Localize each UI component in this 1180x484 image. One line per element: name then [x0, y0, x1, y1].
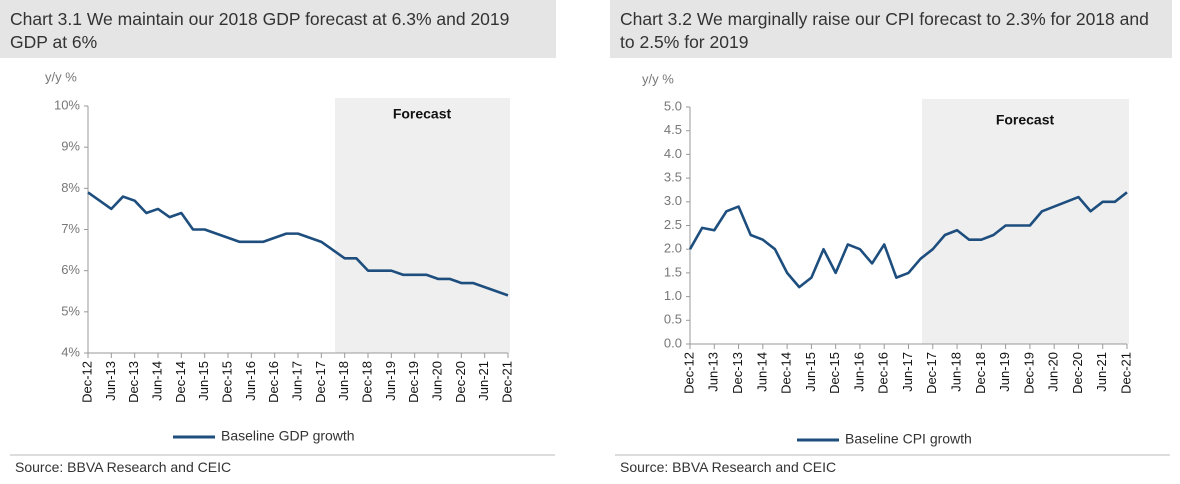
x-tick-label: Jun-13 [706, 352, 721, 392]
data-line [87, 191, 509, 297]
x-tick-label: Dec-19 [1021, 352, 1036, 394]
x-tick-label: Jun-21 [476, 361, 491, 401]
forecast-label: Forecast [393, 106, 452, 122]
y-tick-label: 0.0 [664, 335, 682, 350]
y-tick-label: 7% [61, 221, 80, 236]
x-tick-label: Jun-17 [289, 361, 304, 401]
x-tick-label: Jun-14 [754, 352, 769, 392]
source: Source: BBVA Research and CEIC [620, 459, 837, 475]
x-tick-label: Dec-13 [730, 352, 745, 394]
x-tick-label: Jun-20 [429, 361, 444, 401]
x-tick-label: Jun-16 [243, 361, 258, 401]
x-tick-label: Dec-14 [779, 352, 794, 394]
x-tick-label: Jun-19 [383, 361, 398, 401]
x-tick-label: Jun-18 [948, 352, 963, 392]
y-tick-label: 9% [61, 139, 80, 154]
x-tick-label: Dec-14 [173, 361, 188, 403]
x-tick-label: Dec-17 [924, 352, 939, 394]
y-axis-label: y/y % [642, 71, 674, 86]
x-tick-label: Jun-13 [103, 361, 118, 401]
x-tick-label: Dec-15 [827, 352, 842, 394]
x-tick-label: Jun-14 [149, 361, 164, 401]
x-tick-label: Jun-15 [803, 352, 818, 392]
x-tick-label: Dec-16 [266, 361, 281, 403]
x-tick-label: Dec-17 [313, 361, 328, 403]
x-tick-label: Jun-18 [336, 361, 351, 401]
y-tick-label: 3.5 [664, 170, 682, 185]
x-tick-label: Dec-15 [219, 361, 234, 403]
x-tick-label: Jun-16 [851, 352, 866, 392]
x-tick-label: Dec-21 [1118, 352, 1133, 394]
x-tick-label: Dec-16 [876, 352, 891, 394]
y-tick-label: 1.5 [664, 264, 682, 279]
y-tick-label: 2.5 [664, 217, 682, 232]
y-tick-label: 6% [61, 262, 80, 277]
y-axis-label: y/y % [45, 69, 77, 84]
x-tick-label: Jun-15 [196, 361, 211, 401]
x-tick-label: Dec-21 [499, 361, 514, 403]
data-line [688, 191, 1128, 289]
y-tick-label: 10% [54, 97, 80, 112]
y-tick-label: 1.0 [664, 288, 682, 303]
y-tick-label: 4.5 [664, 122, 682, 137]
y-tick-label: 0.5 [664, 312, 682, 327]
y-tick-label: 3.0 [664, 193, 682, 208]
y-tick-label: 8% [61, 180, 80, 195]
x-tick-label: Dec-20 [1070, 352, 1085, 394]
forecast-shade [922, 99, 1129, 344]
source: Source: BBVA Research and CEIC [15, 459, 232, 475]
chart-title: Chart 3.2 We marginally raise our CPI fo… [610, 0, 1172, 58]
x-tick-label: Dec-13 [126, 361, 141, 403]
legend-label: Baseline CPI growth [845, 431, 972, 447]
x-tick-label: Jun-17 [900, 352, 915, 392]
x-tick-label: Dec-18 [359, 361, 374, 403]
forecast-shade [335, 98, 510, 353]
x-tick-label: Jun-19 [997, 352, 1012, 392]
legend-label: Baseline GDP growth [221, 428, 355, 444]
y-tick-label: 5.0 [664, 98, 682, 113]
y-tick-label: 4.0 [664, 146, 682, 161]
y-tick-label: 2.0 [664, 241, 682, 256]
x-tick-label: Dec-12 [681, 352, 696, 394]
x-tick-label: Dec-20 [453, 361, 468, 403]
chart-title: Chart 3.1 We maintain our 2018 GDP forec… [0, 0, 556, 58]
forecast-label: Forecast [996, 112, 1055, 128]
y-tick-label: 4% [61, 344, 80, 359]
x-tick-label: Dec-18 [973, 352, 988, 394]
x-tick-label: Jun-21 [1094, 352, 1109, 392]
y-tick-label: 5% [61, 303, 80, 318]
x-tick-label: Dec-12 [79, 361, 94, 403]
x-tick-label: Jun-20 [1046, 352, 1061, 392]
x-tick-label: Dec-19 [406, 361, 421, 403]
